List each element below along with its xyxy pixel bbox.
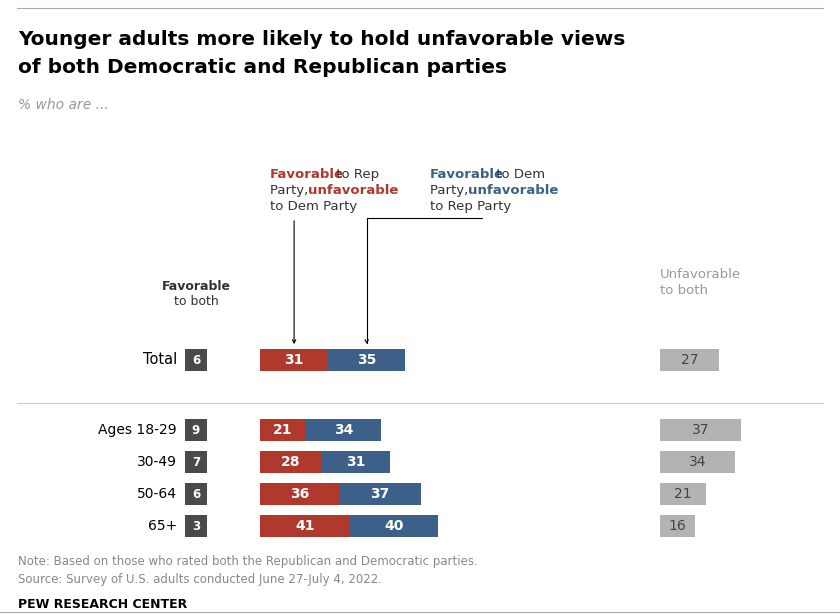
Text: Party,: Party, xyxy=(270,184,312,197)
Text: 6: 6 xyxy=(192,354,200,367)
Bar xyxy=(185,483,207,505)
Bar xyxy=(185,349,207,371)
Text: 31: 31 xyxy=(346,455,365,469)
Bar xyxy=(660,451,735,473)
Text: unfavorable: unfavorable xyxy=(308,184,398,197)
Text: 21: 21 xyxy=(675,487,692,501)
Text: 41: 41 xyxy=(296,519,315,533)
Text: PEW RESEARCH CENTER: PEW RESEARCH CENTER xyxy=(18,598,187,611)
Bar xyxy=(660,349,719,371)
Text: 65+: 65+ xyxy=(148,519,177,533)
Text: 37: 37 xyxy=(370,487,390,501)
Text: Younger adults more likely to hold unfavorable views: Younger adults more likely to hold unfav… xyxy=(18,30,625,49)
Text: 40: 40 xyxy=(385,519,404,533)
Text: unfavorable: unfavorable xyxy=(468,184,559,197)
Text: 21: 21 xyxy=(273,423,293,437)
Text: to Rep: to Rep xyxy=(332,168,379,181)
Bar xyxy=(185,451,207,473)
Text: 6: 6 xyxy=(192,487,200,500)
Text: 7: 7 xyxy=(192,455,200,469)
Text: to both: to both xyxy=(660,284,708,297)
Bar xyxy=(260,451,322,473)
Text: 37: 37 xyxy=(692,423,710,437)
Bar xyxy=(185,419,207,441)
Text: 36: 36 xyxy=(290,487,309,501)
Bar xyxy=(260,349,328,371)
Text: % who are ...: % who are ... xyxy=(18,98,108,112)
Text: Note: Based on those who rated both the Republican and Democratic parties.
Sourc: Note: Based on those who rated both the … xyxy=(18,555,478,586)
Bar xyxy=(660,483,706,505)
Text: 50-64: 50-64 xyxy=(137,487,177,501)
Text: Favorable: Favorable xyxy=(270,168,344,181)
Bar xyxy=(339,483,421,505)
Text: to Rep Party: to Rep Party xyxy=(430,200,512,213)
Bar xyxy=(260,419,307,441)
Bar xyxy=(307,419,381,441)
Text: 31: 31 xyxy=(285,353,304,367)
Bar xyxy=(185,515,207,537)
Text: 34: 34 xyxy=(334,423,354,437)
Text: to Dem Party: to Dem Party xyxy=(270,200,357,213)
Text: Ages 18-29: Ages 18-29 xyxy=(98,423,177,437)
Text: to Dem: to Dem xyxy=(492,168,545,181)
Text: 30-49: 30-49 xyxy=(137,455,177,469)
Text: Favorable: Favorable xyxy=(430,168,504,181)
Text: 16: 16 xyxy=(669,519,686,533)
Bar xyxy=(328,349,405,371)
Text: Total: Total xyxy=(143,352,177,368)
Text: Party,: Party, xyxy=(430,184,472,197)
Bar xyxy=(260,515,350,537)
Text: Unfavorable: Unfavorable xyxy=(660,268,741,281)
Text: 9: 9 xyxy=(192,424,200,437)
Bar xyxy=(350,515,438,537)
Text: 28: 28 xyxy=(281,455,301,469)
Text: Favorable: Favorable xyxy=(161,280,230,293)
Text: 3: 3 xyxy=(192,519,200,532)
Text: of both Democratic and Republican parties: of both Democratic and Republican partie… xyxy=(18,58,507,77)
Text: to both: to both xyxy=(174,295,218,308)
Text: 34: 34 xyxy=(689,455,706,469)
Bar xyxy=(322,451,390,473)
Text: 27: 27 xyxy=(681,353,698,367)
Text: 35: 35 xyxy=(357,353,376,367)
Bar xyxy=(660,515,696,537)
Bar xyxy=(660,419,742,441)
Bar xyxy=(260,483,339,505)
